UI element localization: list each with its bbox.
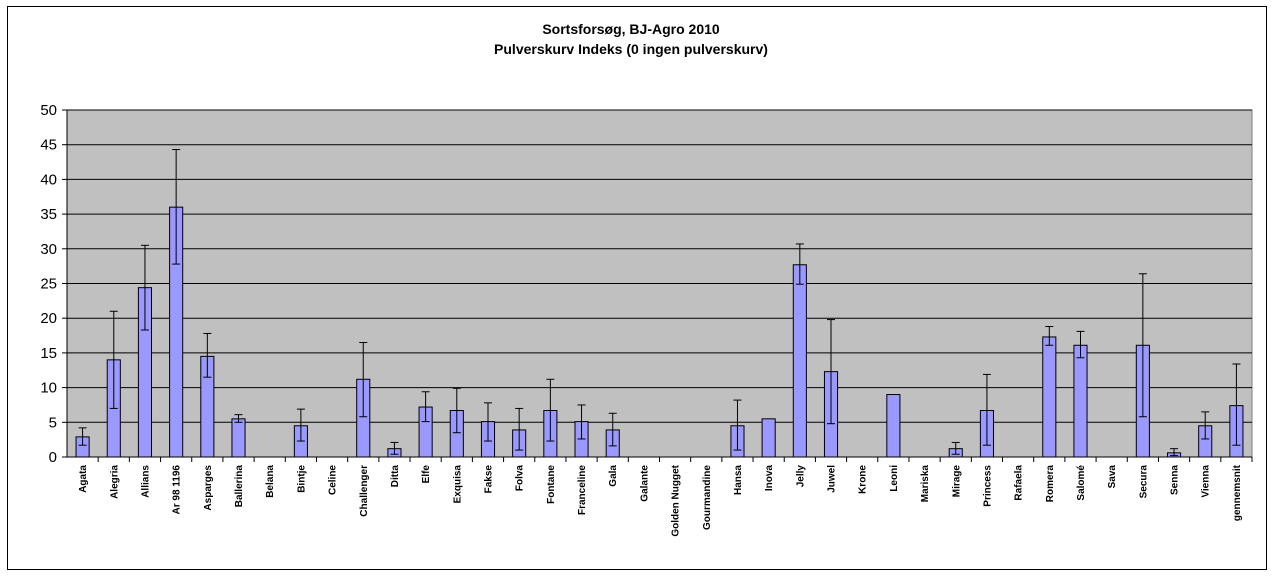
x-tick-label: Senna [1170, 465, 1181, 495]
x-tick-label: Rafaela [1014, 465, 1025, 501]
x-tick-label: Mirage [951, 465, 962, 498]
error-bars [78, 149, 1241, 457]
y-tick-label: 25 [40, 276, 57, 293]
x-tick-label: Allians [140, 465, 151, 498]
error-bar [296, 408, 305, 442]
error-bar [203, 332, 212, 378]
error-bar [1138, 273, 1147, 418]
x-tick-label: Asparges [203, 465, 214, 511]
error-bar [234, 414, 243, 423]
error-bar [1201, 411, 1210, 440]
x-tick-label: Mariska [920, 465, 931, 503]
bar [231, 418, 246, 458]
x-tick-label: Alegria [109, 465, 120, 499]
x-tick-label: Inova [764, 465, 775, 492]
bar [792, 264, 807, 458]
y-tick-label: 15 [40, 345, 57, 362]
error-bar [421, 391, 430, 423]
x-tick-label: Secura [1138, 465, 1149, 499]
x-tick-label: Vienna [1201, 465, 1212, 498]
x-tick-label: Fakse [483, 465, 494, 494]
chart-subtitle: Pulverskurv Indeks (0 ingen pulverskurv) [494, 41, 768, 57]
error-bar [982, 373, 991, 446]
x-tick-label: Exquisa [452, 465, 463, 504]
error-bar [515, 407, 524, 451]
bar [886, 394, 901, 458]
error-bar [1170, 448, 1179, 457]
bar [1073, 344, 1088, 458]
x-axis: Agata Alegria Allians Ar 98 1196 Asparges Bal… [67, 456, 1253, 537]
error-bar [390, 441, 399, 455]
error-bar [1232, 363, 1241, 446]
error-bar [452, 387, 461, 434]
error-bar [951, 441, 960, 455]
x-tick-label: Gala [608, 465, 619, 487]
error-bar [359, 341, 368, 418]
y-tick-label: 5 [49, 414, 57, 431]
y-tick-label: 45 [40, 137, 57, 154]
error-bar [795, 243, 804, 285]
x-tick-label: Krone [858, 465, 869, 494]
x-tick-label: Celine [328, 465, 339, 495]
x-tick-label: Ditta [390, 465, 401, 488]
x-tick-label: Ballerina [234, 465, 245, 508]
error-bar [109, 310, 118, 409]
y-tick-label: 10 [40, 380, 57, 397]
x-tick-label: Jelly [795, 465, 806, 488]
x-tick-label: Gourmandine [702, 465, 713, 530]
error-bar [577, 404, 586, 440]
x-tick-label: Juwel [827, 465, 838, 493]
x-tick-label: Golden Nugget [671, 464, 682, 536]
x-tick-label: Elfe [421, 465, 432, 484]
error-bar [172, 149, 181, 265]
x-tick-label: Salomé [1076, 465, 1087, 501]
y-axis: 0 5 10 15 20 25 30 35 40 45 50 [40, 102, 68, 466]
x-tick-label: gennemsnit [1232, 464, 1243, 521]
error-bar [78, 427, 87, 446]
bar [761, 418, 776, 458]
x-tick-label: Leoni [889, 465, 900, 492]
y-tick-label: 0 [49, 449, 57, 466]
x-tick-label: Sava [1107, 465, 1118, 489]
bar [1042, 336, 1057, 458]
error-bar [608, 412, 617, 447]
y-tick-label: 35 [40, 206, 57, 223]
x-tick-label: Ar 98 1196 [172, 465, 183, 515]
error-bar [140, 244, 149, 331]
error-bar [733, 399, 742, 451]
x-tick-label: Agata [78, 465, 89, 493]
error-bar [546, 378, 555, 442]
x-tick-label: Bintje [296, 465, 307, 493]
y-tick-label: 50 [40, 102, 57, 119]
x-tick-label: Fontane [546, 465, 557, 504]
error-bar [827, 319, 836, 425]
x-tick-label: Princess [982, 465, 993, 507]
x-tick-label: Romera [1045, 465, 1056, 503]
x-tick-label: Galante [639, 465, 650, 502]
x-tick-label: Franceline [577, 465, 588, 515]
chart-frame: Sortsforsøg, BJ-Agro 2010 Pulverskurv In… [7, 6, 1267, 570]
y-tick-label: 20 [40, 310, 57, 327]
y-tick-label: 30 [40, 241, 57, 258]
error-bar [483, 402, 492, 442]
x-tick-label: Hansa [733, 465, 744, 495]
chart-title: Sortsforsøg, BJ-Agro 2010 [542, 21, 720, 37]
error-bar [1045, 326, 1054, 346]
x-tick-label: Challenger [359, 465, 370, 517]
chart: Sortsforsøg, BJ-Agro 2010 Pulverskurv In… [40, 21, 1253, 537]
y-tick-label: 40 [40, 171, 57, 188]
x-tick-label: Folva [515, 465, 526, 492]
error-bar [1076, 330, 1085, 359]
x-tick-label: Belana [265, 465, 276, 498]
